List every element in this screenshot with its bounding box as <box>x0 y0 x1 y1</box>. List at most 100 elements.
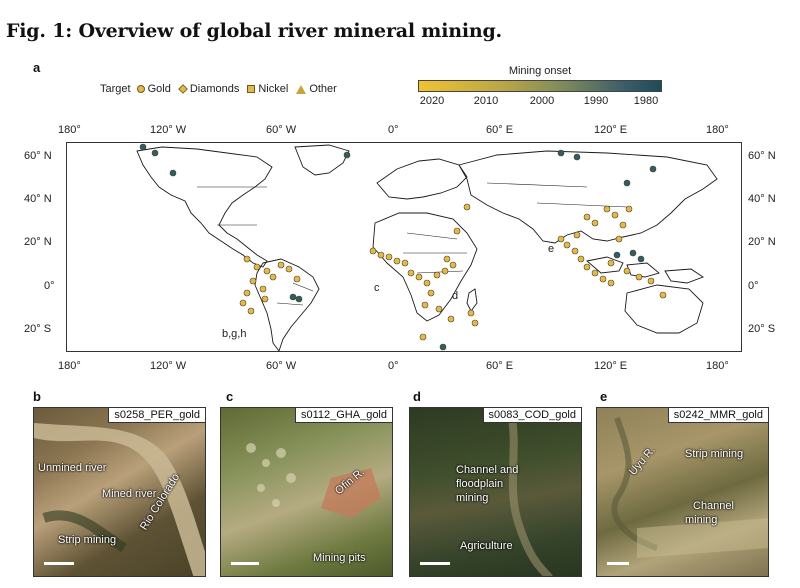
mine-site-marker <box>423 279 431 287</box>
mine-site-marker <box>577 255 585 263</box>
mine-site-marker <box>247 307 255 315</box>
mine-site-marker <box>433 271 441 279</box>
image-id-label: s0112_GHA_gold <box>294 408 392 423</box>
asia-outline <box>458 150 718 244</box>
mine-site-marker <box>441 267 449 275</box>
mine-site-marker <box>623 267 631 275</box>
annotation: Mined river <box>102 488 157 500</box>
mine-site-marker <box>447 315 455 323</box>
mine-site-marker <box>625 205 633 213</box>
mine-site-marker <box>269 273 277 281</box>
colorbar-tick: 1980 <box>633 95 659 107</box>
lat-label-left: 60° N <box>24 150 52 162</box>
mine-site-marker <box>557 149 565 157</box>
mine-site-marker <box>293 275 301 283</box>
legend-label: Gold <box>147 83 171 95</box>
colorbar-ticks: 2020 2010 2000 1990 1980 <box>418 95 662 109</box>
mine-site-marker <box>583 213 591 221</box>
mine-site-marker <box>563 241 571 249</box>
north-america-outline <box>136 146 273 268</box>
panel-label-d: d <box>413 389 421 404</box>
inset-label-d: d <box>452 290 459 302</box>
lon-label-top: 180° <box>58 124 81 136</box>
mine-site-marker <box>393 257 401 265</box>
africa-outline <box>372 212 478 322</box>
mine-site-marker <box>139 143 147 151</box>
mine-site-marker <box>471 319 479 327</box>
legend-item-gold: Gold <box>136 83 171 95</box>
lat-label-right: 0° <box>748 280 759 292</box>
lat-label-right: 40° N <box>748 193 776 205</box>
mining-pits-shape <box>246 443 381 518</box>
mine-site-marker <box>583 263 591 271</box>
mine-site-marker <box>169 169 177 177</box>
mine-site-marker <box>239 299 247 307</box>
lon-label-bottom: 120° E <box>594 360 628 372</box>
colorbar <box>418 80 662 92</box>
legend-item-nickel: Nickel <box>247 83 288 95</box>
lat-label-left: 0° <box>44 280 55 292</box>
annotation: Channel <box>693 500 734 512</box>
square-icon <box>247 85 256 93</box>
lon-label-top: 60° E <box>486 124 514 136</box>
target-legend: Target Gold Diamonds Nickel Other <box>100 82 345 96</box>
mine-site-marker <box>259 285 267 293</box>
colorbar-tick: 2000 <box>529 95 555 107</box>
mine-site-marker <box>377 251 385 259</box>
circle-icon <box>136 85 145 93</box>
lat-label-left: 20° S <box>24 323 52 335</box>
mine-site-marker <box>401 259 409 267</box>
lon-label-bottom: 120° W <box>150 360 187 372</box>
mine-site-marker <box>243 289 251 297</box>
mine-site-marker <box>453 227 461 235</box>
mine-site-marker <box>439 343 447 351</box>
diamond-icon <box>178 84 188 94</box>
river-shape <box>34 423 205 576</box>
mine-site-marker <box>467 309 475 317</box>
mine-site-marker <box>649 165 657 173</box>
lon-label-top: 180° <box>706 124 729 136</box>
panel-label-a: a <box>33 60 41 75</box>
mine-site-marker <box>407 269 415 277</box>
inset-label-e: e <box>548 243 555 255</box>
mine-site-marker <box>415 273 423 281</box>
mine-site-marker <box>607 259 615 267</box>
mine-site-marker <box>449 261 457 269</box>
lat-label-left: 40° N <box>24 193 52 205</box>
mine-site-marker <box>285 265 293 273</box>
mine-site-marker <box>343 151 351 159</box>
image-id-label: s0242_MMR_gold <box>667 408 768 423</box>
satellite-image-c: s0112_GHA_gold Ofin R. Mining pits <box>220 407 393 577</box>
mine-site-marker <box>277 261 285 269</box>
mine-site-marker <box>591 269 599 277</box>
annotation: Unmined river <box>38 462 107 474</box>
lon-label-bottom: 180° <box>58 360 81 372</box>
annotation: Strip mining <box>685 448 744 460</box>
lon-label-top: 0° <box>388 124 399 136</box>
legend-label: Other <box>309 83 337 95</box>
mine-site-marker <box>635 273 643 281</box>
south-america-outline <box>254 258 320 351</box>
mine-site-marker <box>419 333 427 341</box>
satellite-image-d: s0083_COD_gold Channel and floodplain mi… <box>409 407 582 577</box>
greenland-outline <box>294 144 350 176</box>
lon-label-bottom: 60° E <box>486 360 514 372</box>
mine-site-marker <box>623 179 631 187</box>
lon-label-bottom: 60° W <box>266 360 297 372</box>
mine-site-marker <box>615 235 623 243</box>
lon-label-bottom: 180° <box>706 360 729 372</box>
mine-site-marker <box>443 255 451 263</box>
lat-label-right: 20° N <box>748 236 776 248</box>
mine-site-marker <box>571 247 579 255</box>
mine-site-marker <box>607 279 615 287</box>
world-map-svg <box>136 143 718 351</box>
satellite-image-e: s0242_MMR_gold Uyu R. Strip mining Chann… <box>596 407 769 577</box>
scale-bar <box>231 562 259 565</box>
mine-site-marker <box>611 211 619 219</box>
scale-bar <box>607 562 629 565</box>
sulawesi-outline <box>626 262 660 278</box>
mine-site-marker <box>369 247 377 255</box>
satellite-image-b: s0258_PER_gold Unmined river Mined river… <box>33 407 206 577</box>
europe-outline <box>376 158 468 200</box>
legend-heading: Target <box>100 83 131 95</box>
